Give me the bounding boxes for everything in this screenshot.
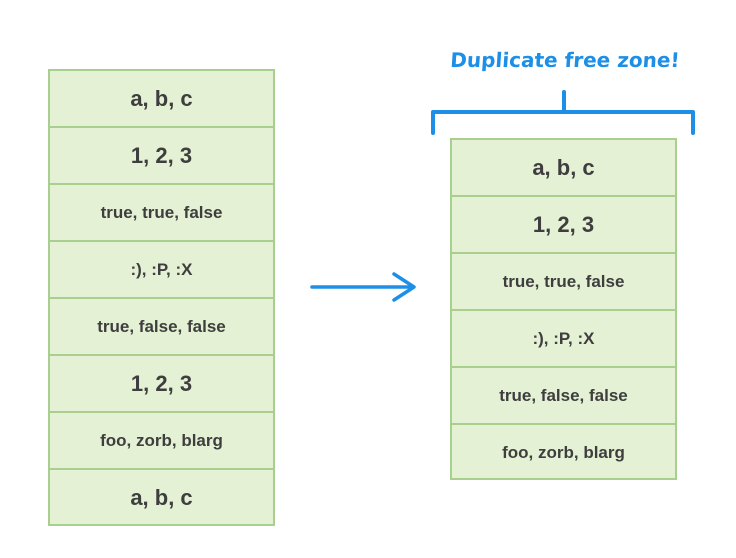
stack-cell: foo, zorb, blarg <box>502 442 625 462</box>
zone-title: Duplicate free zone! <box>449 48 681 72</box>
stack-cell: true, true, false <box>50 185 273 242</box>
stack-cell: 1, 2, 3 <box>452 197 675 254</box>
stack-cell: a, b, c <box>50 71 273 128</box>
right-arrow-icon <box>310 272 416 302</box>
stack-cell: 1, 2, 3 <box>50 356 273 413</box>
stack-cell: :), :P, :X <box>452 311 675 368</box>
stack-cell: foo, zorb, blarg <box>50 413 273 470</box>
stack-cell: true, false, false <box>50 299 273 356</box>
stack-cell: a, b, c <box>130 484 193 510</box>
left-stack: a, b, c 1, 2, 3 true, true, false:), :P, :… <box>48 69 275 526</box>
right-stack: a, b, c 1, 2, 3 true, true, false:), :P, :… <box>450 138 677 480</box>
bracket-icon <box>431 90 695 135</box>
stack-cell: true, false, false <box>452 368 675 425</box>
stack-cell: 1, 2, 3 <box>50 128 273 185</box>
stack-cell: true, true, false <box>452 254 675 311</box>
stack-cell: a, b, c <box>452 140 675 197</box>
stack-cell: :), :P, :X <box>50 242 273 299</box>
